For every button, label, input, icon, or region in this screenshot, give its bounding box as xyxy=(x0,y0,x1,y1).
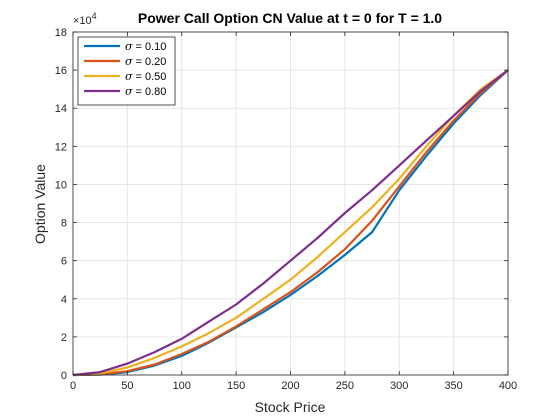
legend-value: = 0.50 xyxy=(136,71,167,83)
x-tick-label: 250 xyxy=(336,380,354,392)
y-tick-label: 12 xyxy=(55,141,67,153)
legend-sigma: σ xyxy=(125,55,133,68)
y-tick-label: 0 xyxy=(61,370,67,382)
x-tick-label: 150 xyxy=(227,380,245,392)
y-axis-label: Option Value xyxy=(32,164,48,244)
y-exponent-label: ×104 xyxy=(73,11,97,27)
legend-value: = 0.10 xyxy=(136,41,167,53)
y-tick-label: 14 xyxy=(55,103,67,115)
y-tick-label: 18 xyxy=(55,27,67,39)
x-tick-label: 0 xyxy=(70,380,76,392)
y-tick-label: 8 xyxy=(61,218,67,230)
x-tick-label: 400 xyxy=(499,380,517,392)
legend-label-4: σ = 0.80 xyxy=(125,85,166,98)
legend-sigma: σ xyxy=(125,85,133,98)
y-tick-label: 2 xyxy=(61,332,67,344)
x-tick-label: 350 xyxy=(444,380,462,392)
series-lines xyxy=(72,69,509,377)
x-tick-label: 100 xyxy=(173,380,191,392)
x-tick-label: 200 xyxy=(281,380,299,392)
y-tick-label: 6 xyxy=(61,256,67,268)
series-line-3 xyxy=(72,69,509,377)
x-tick-label: 300 xyxy=(390,380,408,392)
tick-marks xyxy=(72,31,509,376)
y-tick-label: 4 xyxy=(61,294,67,306)
y-tick-label: 16 xyxy=(55,65,67,77)
y-tick-labels: 0 2 4 6 8 10 12 14 16 18 xyxy=(55,27,67,382)
legend-label-2: σ = 0.20 xyxy=(125,55,166,68)
legend-value: = 0.80 xyxy=(136,86,167,98)
x-axis-label: Stock Price xyxy=(255,399,326,415)
legend-value: = 0.20 xyxy=(136,56,167,68)
x-tick-labels: 0 50 100 150 200 250 300 350 400 xyxy=(70,380,517,392)
legend-box xyxy=(77,36,176,106)
series-line-4 xyxy=(72,69,509,377)
legend-sigma: σ xyxy=(125,40,133,53)
y-tick-label: 10 xyxy=(55,179,67,191)
legend-label-1: σ = 0.10 xyxy=(125,40,166,53)
legend-sigma: σ xyxy=(125,70,133,83)
legend: σ = 0.10σ = 0.20σ = 0.50σ = 0.80 xyxy=(77,36,176,106)
series-line-2 xyxy=(72,69,509,377)
x-tick-label: 50 xyxy=(121,380,133,392)
legend-label-3: σ = 0.50 xyxy=(125,70,166,83)
chart-title: Power Call Option CN Value at t = 0 for … xyxy=(138,10,442,26)
